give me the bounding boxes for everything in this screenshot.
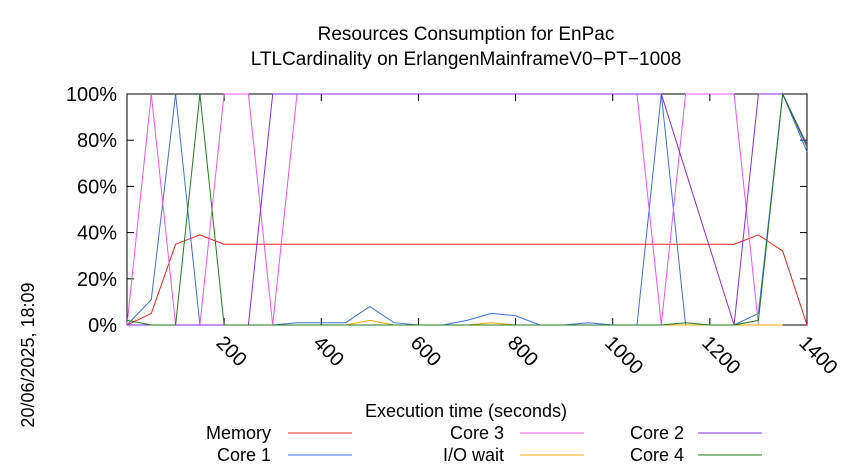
x-axis-label: Execution time (seconds) [365, 401, 567, 421]
y-tick-label: 40% [77, 223, 117, 245]
timestamp: 20/06/2025, 18:09 [18, 282, 38, 427]
series-line-core-3 [126, 93, 759, 326]
legend-label: Core 4 [630, 445, 684, 465]
x-tick-label: 600 [406, 332, 445, 371]
series-lines [126, 92, 808, 326]
x-axis: 200 400 600 800 1000 1200 1400 [212, 94, 841, 379]
series-line-core-4 [126, 92, 808, 326]
plot-frame [126, 93, 808, 326]
chart-title: Resources Consumption for EnPac [318, 24, 615, 45]
series-line-core-1 [126, 92, 808, 326]
legend-label: Core 1 [217, 445, 271, 465]
y-tick-label: 100% [66, 84, 117, 106]
chart-subtitle: LTLCardinality on ErlangenMainframeV0−PT… [251, 49, 682, 70]
series-line-memory [126, 234, 808, 326]
x-tick-label: 800 [503, 332, 542, 371]
y-tick-label: 60% [77, 176, 117, 198]
y-tick-label: 20% [77, 269, 117, 291]
x-tick-label: 200 [212, 332, 251, 371]
legend-label: Core 3 [450, 423, 504, 443]
series-line-core-2 [127, 93, 808, 326]
y-tick-label: 0% [88, 315, 117, 337]
legend-label: Core 2 [630, 423, 684, 443]
y-tick-label: 80% [77, 130, 117, 152]
plot-border [126, 93, 808, 326]
y-axis: 0% 20% 40% 60% 80% 100% [66, 84, 807, 337]
x-tick-label: 1400 [794, 332, 841, 379]
x-tick-label: 1000 [600, 332, 647, 379]
legend-label: I/O wait [443, 445, 504, 465]
x-tick-label: 400 [309, 332, 348, 371]
x-tick-label: 1200 [697, 332, 744, 379]
legend-label: Memory [206, 423, 271, 443]
